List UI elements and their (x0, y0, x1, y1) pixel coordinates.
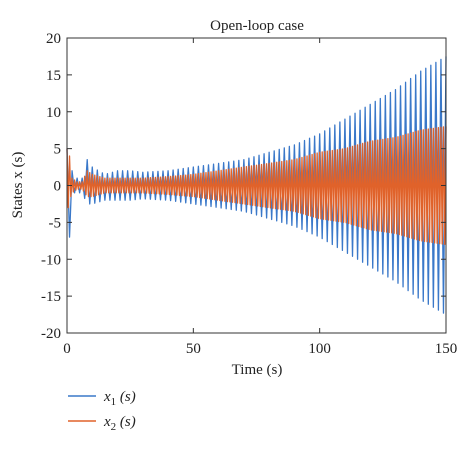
y-tick-label: 15 (46, 68, 61, 84)
y-tick-label: -15 (41, 289, 61, 305)
y-tick-label: 10 (46, 105, 61, 121)
y-tick-label: -5 (49, 215, 62, 231)
series-line-x1 (66, 56, 447, 314)
y-axis-title: States x (s) (10, 152, 26, 219)
legend: x1 (s) x2 (s) (68, 389, 136, 433)
y-tick-label: 20 (46, 31, 61, 47)
x-axis-title: Time (s) (232, 362, 283, 378)
legend-label: x2 (s) (103, 414, 136, 433)
x-tick-label: 50 (186, 341, 201, 357)
legend-label: x1 (s) (103, 389, 136, 408)
y-tick-label: -20 (41, 326, 61, 342)
series-line-x2 (66, 126, 447, 245)
x-tick-label: 100 (308, 341, 331, 357)
y-tick-label: 0 (54, 179, 62, 195)
y-tick-label: -10 (41, 252, 61, 268)
x-tick-label: 0 (63, 341, 71, 357)
x-tick-label: 150 (435, 341, 458, 357)
chart-title: Open-loop case (210, 18, 304, 34)
data-layer (66, 56, 447, 314)
ticks-layer: 0 50 100 150 -20 -15 -10 -5 0 5 10 15 20 (41, 31, 457, 357)
y-tick-label: 5 (54, 142, 62, 158)
